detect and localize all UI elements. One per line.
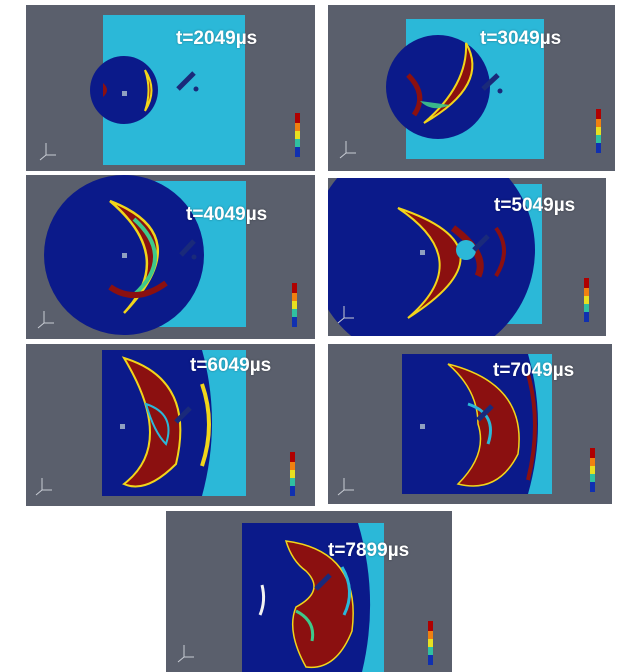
simulation-frame-1: t=2049µs xyxy=(26,5,315,171)
frame-7-plot xyxy=(166,511,452,672)
frame-6-plot xyxy=(328,344,612,504)
frame-1-plot xyxy=(26,5,315,171)
frame-2-plot xyxy=(328,5,615,171)
time-label: t=7899µs xyxy=(328,540,410,561)
colorbar xyxy=(295,113,300,157)
frame-3-plot xyxy=(26,175,315,339)
simulation-frame-4: t=5049µs xyxy=(328,178,606,336)
simulation-frame-7: t=7899µs xyxy=(166,511,452,672)
simulation-frame-3: t=4049µs xyxy=(26,175,315,339)
simulation-frame-5: t=6049µs xyxy=(26,344,315,506)
shock-front xyxy=(90,56,158,124)
obstacle-plate xyxy=(176,71,196,91)
time-label: t=2049µs xyxy=(176,28,258,49)
time-label: t=3049µs xyxy=(480,28,562,49)
frame-5-plot xyxy=(26,344,315,506)
frame-4-plot xyxy=(328,178,606,336)
simulation-frame-2: t=3049µs xyxy=(328,5,615,171)
axes-triad xyxy=(39,143,56,161)
time-label: t=7049µs xyxy=(493,360,575,381)
time-label: t=6049µs xyxy=(190,355,272,376)
time-label: t=5049µs xyxy=(494,195,576,216)
time-label: t=4049µs xyxy=(186,204,268,225)
simulation-frame-6: t=7049µs xyxy=(328,344,612,504)
